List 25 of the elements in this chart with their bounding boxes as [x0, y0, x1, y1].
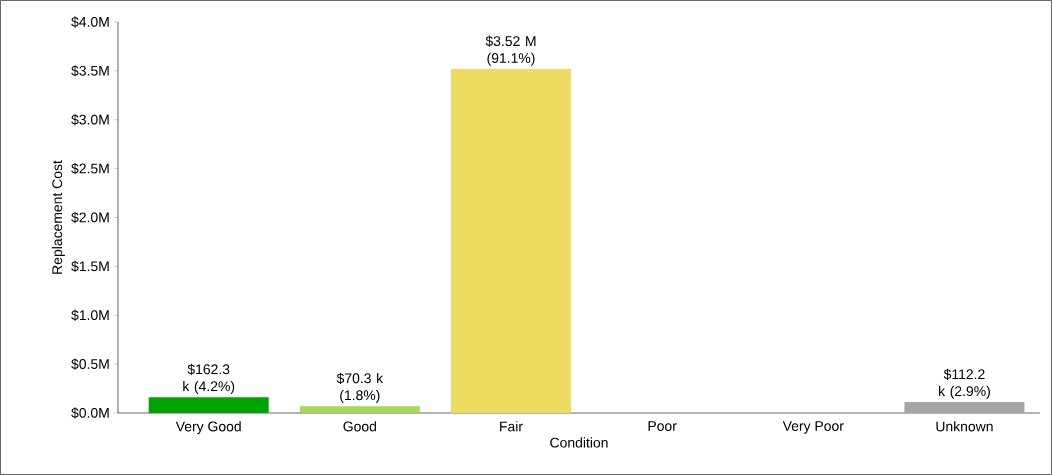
x-tick-label: Unknown — [936, 421, 993, 432]
x-tick-label: Good — [343, 421, 376, 432]
x-tick-label: Very Poor — [782, 421, 844, 434]
y-tick-label: $2.0M — [71, 211, 109, 224]
bar — [299, 406, 420, 413]
bar — [148, 397, 269, 413]
y-tick-label: $3.5M — [71, 65, 109, 77]
y-tick-label: $2.5M — [71, 162, 109, 175]
y-tick-label: $1.5M — [71, 260, 109, 273]
bar — [450, 68, 571, 413]
data-label: $112.2 k (2.9%) — [939, 368, 990, 399]
y-tick-label: $1.0M — [71, 309, 109, 321]
y-tick-label: $4.0M — [71, 16, 109, 28]
x-tick-label: Poor — [648, 421, 677, 431]
y-tick-label: $3.0M — [71, 114, 109, 126]
data-label: $162.3 k (4.2%) — [183, 363, 235, 394]
x-axis-title: Condition — [550, 437, 608, 448]
x-tick-label: Very Good — [175, 421, 241, 435]
y-tick-label: $0.0M — [71, 407, 109, 419]
data-label: $70.3 k (1.8%) — [336, 372, 384, 403]
x-tick-label: Fair — [500, 421, 523, 432]
bar — [904, 402, 1025, 413]
y-axis-title: Replacement Cost — [51, 160, 65, 274]
y-tick-label: $0.5M — [71, 358, 109, 370]
data-label: $3.52 M (91.1%) — [485, 35, 536, 66]
